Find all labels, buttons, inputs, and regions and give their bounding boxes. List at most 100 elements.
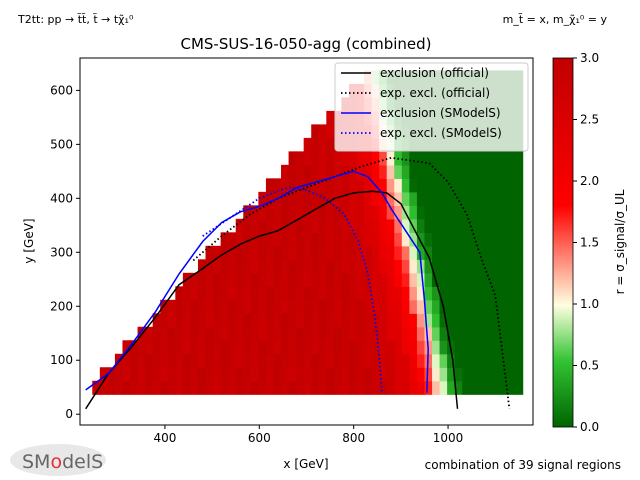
heatmap-cell (499, 380, 509, 395)
heatmap-cell (311, 286, 320, 301)
heatmap-cell (333, 245, 343, 260)
heatmap-cell (477, 178, 486, 193)
heatmap-cell (318, 367, 327, 382)
heatmap-cell (318, 286, 327, 301)
heatmap-cell (379, 326, 388, 341)
curve-exp-excl-official- (192, 156, 511, 409)
heatmap-cell (424, 313, 433, 328)
heatmap-cell (288, 232, 297, 247)
heatmap-cell (356, 259, 365, 274)
heatmap-cell (152, 367, 161, 382)
heatmap-cell (258, 191, 267, 206)
heatmap-cell (250, 340, 259, 355)
legend-entry: exp. excl. (SModelS) (380, 126, 502, 140)
heatmap-cell (439, 380, 448, 395)
heatmap-cell (311, 191, 320, 206)
heatmap-cell (288, 259, 297, 274)
heatmap-cell (401, 245, 410, 260)
heatmap-cell (379, 232, 388, 247)
heatmap-cell (379, 259, 388, 274)
footer-note: combination of 39 signal regions (425, 458, 621, 472)
heatmap-cell (364, 299, 373, 314)
heatmap-cell (484, 380, 494, 395)
heatmap-cell (235, 380, 244, 395)
heatmap-cell (394, 299, 403, 314)
heatmap-cell (401, 272, 410, 287)
heatmap-cell (235, 245, 244, 260)
heatmap-cell (213, 340, 222, 355)
heatmap-cell (318, 164, 327, 179)
heatmap-cell (469, 151, 478, 166)
heatmap-cell (213, 299, 222, 314)
heatmap-cell (409, 259, 418, 274)
heatmap-cell (122, 380, 131, 395)
heatmap-cell (265, 259, 275, 274)
heatmap-cell (507, 340, 516, 355)
heatmap-cell (303, 299, 312, 314)
heatmap-cell (288, 353, 297, 368)
heatmap-cell (273, 313, 282, 328)
heatmap-cell (303, 326, 312, 341)
heatmap-cell (477, 259, 486, 274)
legend-entry: exp. excl. (official) (380, 86, 490, 100)
heatmap-cell (469, 326, 478, 341)
heatmap-cell (386, 299, 395, 314)
chart-title: CMS-SUS-16-050-agg (combined) (180, 35, 431, 53)
heatmap-cell (205, 286, 214, 301)
heatmap-cell (386, 259, 395, 274)
heatmap-cell (409, 286, 418, 301)
heatmap-cell (160, 380, 169, 395)
heatmap-cell (409, 218, 418, 233)
y-tick-label: 600 (50, 83, 73, 97)
x-axis: 400 600 800 1000 (153, 425, 463, 445)
heatmap-cell (182, 286, 192, 301)
heatmap-cell (333, 205, 343, 220)
heatmap-cell (439, 272, 448, 287)
heatmap-cell (303, 245, 312, 260)
heatmap-cell (273, 218, 282, 233)
heatmap-cell (296, 313, 305, 328)
heatmap-cell (515, 367, 524, 382)
heatmap-cell (341, 245, 350, 260)
heatmap-cell (190, 380, 199, 395)
heatmap-cell (333, 191, 343, 206)
heatmap-cell (507, 205, 516, 220)
heatmap-cell (326, 353, 335, 368)
heatmap-cell (175, 286, 184, 301)
heatmap-cell (454, 164, 463, 179)
heatmap-cell (318, 272, 327, 287)
heatmap-cell (333, 326, 343, 341)
heatmap-cell (197, 326, 207, 341)
heatmap-cell (220, 326, 229, 341)
heatmap-cell (469, 232, 478, 247)
heatmap-cell (416, 340, 426, 355)
colorbar (552, 57, 574, 428)
heatmap-cell (228, 367, 237, 382)
heatmap-cell (492, 367, 501, 382)
heatmap-cell (371, 367, 380, 382)
heatmap-cell (296, 340, 305, 355)
heatmap-cell (409, 164, 418, 179)
heatmap-cell (409, 313, 418, 328)
colorbar-tick-label: 1.0 (580, 297, 599, 311)
heatmap-cell (515, 151, 524, 166)
heatmap-cell (379, 367, 388, 382)
legend-entry: exclusion (SModelS) (380, 106, 501, 120)
heatmap-cell (205, 340, 214, 355)
heatmap-cell (416, 151, 426, 166)
heatmap-cell (175, 299, 184, 314)
heatmap-cell (371, 259, 380, 274)
heatmap-cell (341, 313, 350, 328)
heatmap-cell (258, 272, 267, 287)
heatmap-cell (250, 299, 259, 314)
heatmap-cell (213, 353, 222, 368)
heatmap-cell (371, 326, 380, 341)
heatmap-cell (311, 164, 320, 179)
heatmap-cell (228, 272, 237, 287)
heatmap-cell (394, 272, 403, 287)
heatmap-cell (507, 245, 516, 260)
heatmap-cell (152, 353, 161, 368)
heatmap-cell (130, 367, 139, 382)
heatmap-cell (401, 164, 410, 179)
heatmap-cell (447, 286, 456, 301)
